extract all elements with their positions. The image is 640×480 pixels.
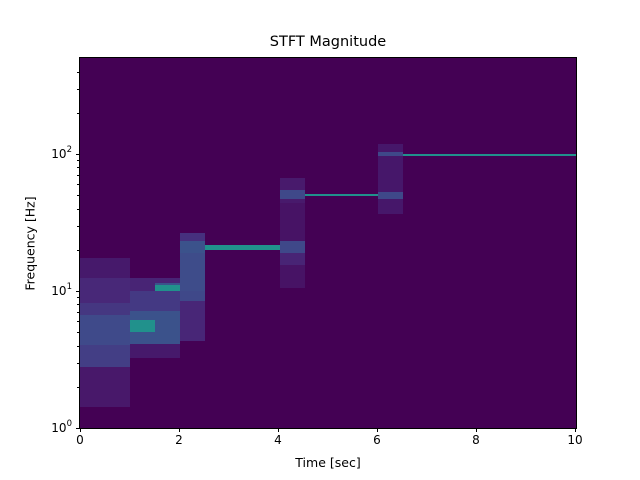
x-tick-label: 0 [76, 433, 84, 447]
x-tick-label: 2 [175, 433, 183, 447]
y-minor-tick [77, 175, 80, 176]
y-minor-tick [77, 209, 80, 210]
y-tick [76, 428, 80, 429]
y-minor-tick [77, 184, 80, 185]
y-minor-tick [77, 387, 80, 388]
y-minor-tick [77, 346, 80, 347]
y-minor-tick [77, 363, 80, 364]
y-minor-tick [77, 72, 80, 73]
y-minor-tick [77, 113, 80, 114]
x-axis-label: Time [sec] [295, 455, 361, 470]
x-tick-label: 8 [472, 433, 480, 447]
y-minor-tick [77, 160, 80, 161]
y-tick-label: 100 [51, 419, 72, 435]
x-tick [476, 428, 477, 432]
y-tick-label: 102 [51, 145, 72, 161]
x-tick-label: 4 [274, 433, 282, 447]
y-minor-tick [77, 89, 80, 90]
y-axis-label: Frequency [Hz] [22, 196, 38, 291]
y-tick [76, 154, 80, 155]
x-tick [278, 428, 279, 432]
x-tick-label: 10 [567, 433, 583, 447]
x-tick [80, 428, 81, 432]
chart-title: STFT Magnitude [269, 34, 387, 50]
y-minor-tick [77, 195, 80, 196]
y-minor-tick [77, 250, 80, 251]
y-minor-tick [77, 297, 80, 298]
y-minor-tick [77, 312, 80, 313]
y-minor-tick [77, 226, 80, 227]
y-minor-tick [77, 321, 80, 322]
x-tick-label: 6 [373, 433, 381, 447]
y-tick [76, 291, 80, 292]
x-tick [179, 428, 180, 432]
spectrogram-plot-area [80, 58, 576, 428]
y-minor-tick [77, 167, 80, 168]
x-tick [575, 428, 576, 432]
y-minor-tick [77, 304, 80, 305]
x-tick [377, 428, 378, 432]
y-minor-tick [77, 332, 80, 333]
y-tick-label: 101 [51, 282, 72, 298]
